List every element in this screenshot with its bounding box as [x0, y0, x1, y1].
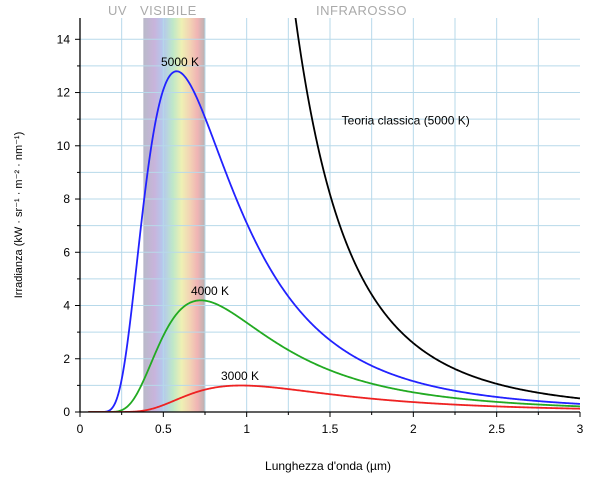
x-tick-label: 0.5 [155, 422, 172, 436]
y-tick-label: 8 [63, 192, 70, 206]
y-tick-label: 6 [63, 245, 70, 259]
band-label-infrared: INFRAROSSO [316, 3, 407, 18]
y-tick-label: 10 [57, 139, 71, 153]
series-label-4000-k: 4000 K [191, 284, 229, 298]
x-ticks: 0 0.5 1 1.5 2 2.5 3 [77, 412, 584, 436]
series-line-5000-k [88, 70, 580, 412]
x-tick-label: 1.5 [322, 422, 339, 436]
y-tick-label: 4 [63, 299, 70, 313]
y-ticks: 0 2 4 6 8 10 12 14 [57, 32, 80, 419]
series-label-teoria-classica-5000-k-: Teoria classica (5000 K) [342, 113, 470, 127]
band-label-uv: UV [108, 3, 127, 18]
series-labels: 5000 K 4000 K 3000 K Teoria classica (5000 … [161, 55, 470, 383]
x-tick-label: 1 [243, 422, 250, 436]
y-tick-label: 14 [57, 32, 71, 46]
series-label-3000-k: 3000 K [221, 369, 259, 383]
y-tick-label: 0 [63, 405, 70, 419]
x-tick-label: 2.5 [488, 422, 505, 436]
plot-area [88, 18, 580, 412]
grid [80, 18, 580, 412]
y-tick-label: 12 [57, 86, 71, 100]
x-tick-label: 0 [77, 422, 84, 436]
series-line-3000-k [88, 384, 580, 412]
y-axis-title: Irradianza (kW · sr⁻¹ · m⁻² · nm⁻¹) [13, 132, 25, 299]
y-tick-label: 2 [63, 352, 70, 366]
x-tick-label: 3 [577, 422, 584, 436]
series-line-teoria-classica-5000-k- [294, 18, 580, 400]
series-line-4000-k [88, 299, 580, 412]
visible-band [143, 18, 205, 412]
series-label-5000-k: 5000 K [161, 55, 199, 69]
band-label-visible: VISIBILE [140, 3, 197, 18]
x-axis-title: Lunghezza d'onda (µm) [265, 459, 391, 473]
x-tick-label: 2 [410, 422, 417, 436]
